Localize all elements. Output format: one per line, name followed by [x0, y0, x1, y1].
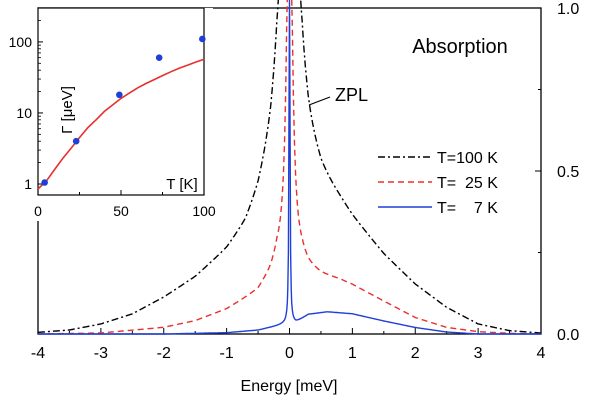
inset-plot: 0 50 100 1 10 100 T [K] Γ [μeV]: [8, 7, 216, 221]
chart-title: Absorption: [412, 36, 508, 58]
x-tick-label: -1: [220, 345, 234, 362]
x-tick-label: -3: [94, 345, 108, 362]
inset-ticks: 0 50 100 1 10 100: [9, 7, 216, 219]
y-tick-label: 0.5: [557, 164, 579, 181]
x-tick-label: 4: [537, 345, 546, 362]
x-axis-label: Energy [meV]: [241, 378, 338, 395]
x-tick-label: 0: [285, 345, 294, 362]
inset-x-tick-label: 50: [113, 203, 129, 219]
inset-y-tick-label: 100: [9, 34, 33, 50]
legend: T=100 K T= 25 K T= 7 K: [378, 150, 498, 217]
x-tick-label: -4: [31, 345, 45, 362]
x-tick-label: 2: [411, 345, 420, 362]
inset-series: [37, 35, 206, 190]
y-tick-label: 0.0: [557, 327, 579, 344]
legend-label: T= 7 K: [437, 200, 498, 217]
x-tick-label: 3: [474, 345, 483, 362]
inset-data-point: [41, 179, 48, 186]
inset-data-point: [199, 35, 206, 43]
main-series: [37, 0, 541, 335]
inset-x-tick-label: 0: [34, 203, 42, 219]
y-tick-label: 1.0: [557, 1, 579, 18]
inset-y-tick-label: 10: [16, 105, 32, 121]
legend-label: T=100 K: [437, 150, 498, 167]
zpl-annotation: ZPL: [335, 85, 368, 105]
inset-x-tick-label: 100: [192, 203, 216, 219]
series-line: [38, 0, 541, 335]
series-line: [37, 0, 541, 334]
inset-data-point: [155, 54, 163, 61]
main-plot: -4 -3 -2 -1 0 1 2 3 4 0.0 0.5 1.0 Absorption ZPL En…: [31, 0, 579, 395]
series-line: [38, 0, 541, 335]
legend-label: T= 25 K: [437, 175, 498, 192]
zpl-annotation-pointer: [308, 96, 331, 106]
x-tick-label: 1: [348, 345, 357, 362]
inset-fit-line: [37, 58, 205, 190]
x-tick-label: -2: [157, 345, 171, 362]
inset-x-axis-label: T [K]: [166, 176, 197, 193]
inset-y-tick-label: 1: [24, 176, 32, 192]
inset-y-axis-label: Γ [μeV]: [59, 86, 76, 134]
inset-data-point: [72, 137, 80, 145]
inset-data-point: [116, 91, 123, 99]
